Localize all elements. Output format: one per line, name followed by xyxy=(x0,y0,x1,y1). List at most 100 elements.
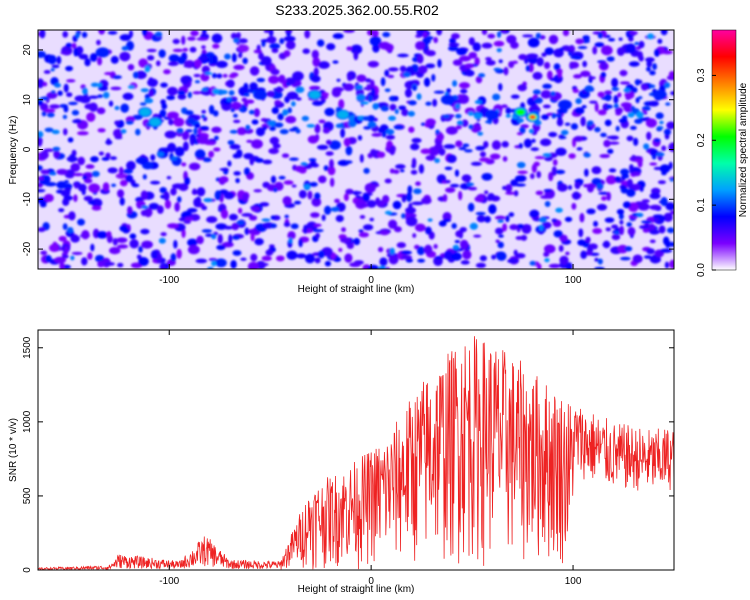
heatmap-cell xyxy=(138,58,148,68)
heatmap-cell xyxy=(540,138,552,147)
heatmap-cell xyxy=(189,136,195,146)
heatmap-cell xyxy=(347,74,353,82)
heatmap-cell xyxy=(185,129,193,133)
heatmap-cell xyxy=(322,127,330,134)
heatmap-cell xyxy=(565,251,570,256)
heatmap-cell xyxy=(184,216,194,222)
heatmap-cell xyxy=(487,33,496,39)
heatmap-cell xyxy=(119,179,128,187)
heatmap-cell xyxy=(216,73,223,79)
heatmap-cell xyxy=(622,173,630,179)
heatmap-cell xyxy=(418,65,428,74)
heatmap-cell xyxy=(542,104,551,109)
colorbar-tick-label: 0.2 xyxy=(696,133,707,147)
heatmap-cell xyxy=(578,228,584,238)
heatmap-cell xyxy=(557,183,568,192)
heatmap-cell xyxy=(240,257,247,261)
heatmap-cell xyxy=(438,148,446,156)
heatmap-cell xyxy=(657,180,666,185)
heatmap-cell xyxy=(670,210,674,215)
heatmap-cell xyxy=(70,234,80,243)
heatmap-cell xyxy=(473,112,482,120)
heatmap-cell xyxy=(253,108,260,118)
heatmap-cell xyxy=(97,94,104,98)
heatmap-cell xyxy=(261,255,272,262)
heatmap-cell xyxy=(588,243,598,250)
heatmap-cell xyxy=(96,231,108,239)
heatmap-cell xyxy=(208,150,215,158)
heatmap-cell xyxy=(82,87,88,95)
heatmap-cell xyxy=(51,90,56,94)
heatmap-cell xyxy=(292,71,304,81)
heatmap-cell xyxy=(604,119,612,127)
heatmap-cell xyxy=(605,175,617,185)
heatmap-cell xyxy=(410,169,418,175)
heatmap-cell xyxy=(199,125,210,131)
heatmap-cell xyxy=(457,94,464,99)
heatmap-cell xyxy=(82,175,88,180)
heatmap-cell xyxy=(574,107,585,115)
heatmap-cell xyxy=(530,173,535,180)
heatmap-cell xyxy=(589,76,596,80)
heatmap-cell xyxy=(603,139,611,148)
heatmap-cell xyxy=(211,126,222,134)
heatmap-x-axis-label: Height of straight line (km) xyxy=(298,284,415,295)
heatmap-cell xyxy=(388,219,398,229)
heatmap-cell xyxy=(172,38,180,45)
heatmap-cell xyxy=(296,253,307,259)
heatmap-cell xyxy=(62,114,68,120)
heatmap-cell xyxy=(310,75,321,83)
heatmap-cell xyxy=(271,68,280,76)
heatmap-cell xyxy=(366,84,371,91)
heatmap-cell xyxy=(606,191,611,201)
heatmap-cell xyxy=(236,127,247,136)
chart-title: S233.2025.362.00.55.R02 xyxy=(275,2,439,18)
heatmap-cell xyxy=(462,143,470,148)
heatmap-cell xyxy=(314,192,321,200)
heatmap-cell xyxy=(359,153,364,163)
heatmap-cell xyxy=(261,218,271,222)
heatmap-cell xyxy=(120,103,130,113)
heatmap-cell xyxy=(275,86,283,93)
heatmap-cell xyxy=(454,169,460,177)
heatmap-cell xyxy=(613,94,619,104)
heatmap-cell xyxy=(389,103,397,111)
heatmap-cell xyxy=(193,59,202,69)
heatmap-cell xyxy=(467,111,474,116)
heatmap-cell xyxy=(351,191,363,195)
heatmap-cell xyxy=(517,223,524,229)
heatmap-cell xyxy=(70,255,75,261)
heatmap-cell xyxy=(316,144,329,150)
heatmap-cell xyxy=(653,138,661,143)
heatmap-cell xyxy=(534,156,546,160)
heatmap-cell xyxy=(269,43,281,50)
heatmap-cell xyxy=(194,80,201,84)
heatmap-cell xyxy=(343,137,351,147)
heatmap-cell xyxy=(498,59,503,64)
heatmap-cell xyxy=(643,143,650,150)
heatmap-cell xyxy=(484,215,491,223)
heatmap-cell xyxy=(284,214,289,219)
heatmap-cell xyxy=(618,213,624,220)
heatmap-cell xyxy=(528,128,534,134)
heatmap-cell xyxy=(233,119,241,124)
heatmap-cell xyxy=(231,222,240,231)
heatmap-cell xyxy=(274,100,282,105)
heatmap-cell xyxy=(156,253,163,263)
heatmap-cell xyxy=(569,61,580,69)
heatmap-cell xyxy=(63,105,69,113)
heatmap-cell xyxy=(635,97,640,104)
heatmap-cell xyxy=(201,45,206,50)
heatmap-cell xyxy=(38,176,44,181)
heatmap-cell xyxy=(465,69,475,77)
heatmap-cell xyxy=(201,109,207,114)
heatmap-cell xyxy=(53,149,60,159)
heatmap-cell xyxy=(451,222,457,229)
heatmap-cell xyxy=(44,181,57,187)
heatmap-cell xyxy=(340,237,352,244)
heatmap-hotspot xyxy=(557,99,572,110)
heatmap-cell xyxy=(158,237,166,244)
heatmap-cell xyxy=(579,212,585,223)
heatmap-cell xyxy=(54,256,67,264)
heatmap-cell xyxy=(634,79,640,86)
